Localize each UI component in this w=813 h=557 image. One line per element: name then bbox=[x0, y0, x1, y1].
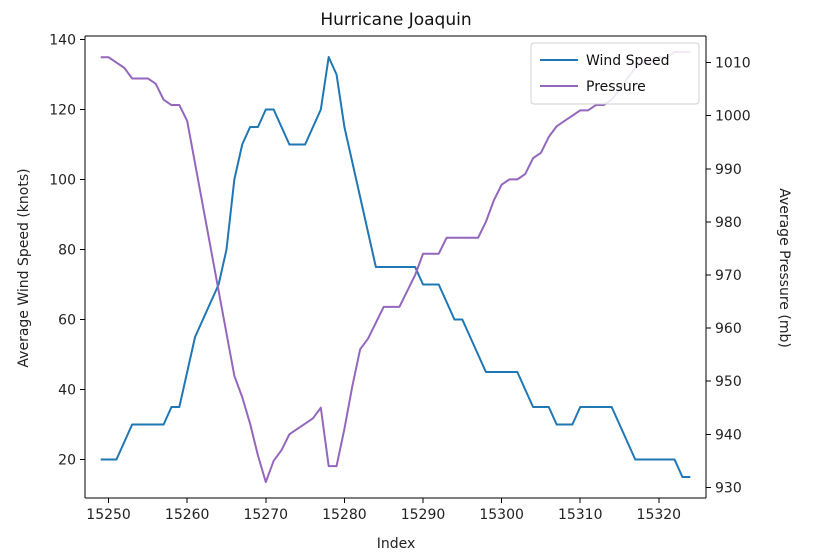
left-y-tick-label: 80 bbox=[58, 243, 76, 259]
right-y-tick-label: 940 bbox=[715, 427, 742, 443]
left-y-tick-label: 40 bbox=[58, 383, 76, 399]
x-tick-label: 15280 bbox=[322, 507, 367, 523]
left-y-tick-label: 20 bbox=[58, 453, 76, 469]
x-axis-title: Index bbox=[377, 536, 416, 552]
right-y-tick-label: 930 bbox=[715, 480, 742, 496]
plot-content bbox=[100, 50, 691, 484]
x-tick-label: 15260 bbox=[165, 507, 210, 523]
legend-box bbox=[530, 42, 700, 105]
series-line-wind-speed bbox=[100, 56, 691, 478]
right-y-tick-label: 950 bbox=[715, 374, 742, 390]
right-y-tick-label: 1000 bbox=[715, 109, 751, 125]
axes-layer: 15250 15260 15270 15280 15290 15300 15310 15320… bbox=[49, 33, 750, 524]
x-tick-label: 15290 bbox=[401, 507, 446, 523]
x-tick-label: 15270 bbox=[244, 507, 289, 523]
right-y-axis-title: Average Pressure (mb) bbox=[776, 188, 792, 348]
x-tick-label: 15300 bbox=[479, 507, 524, 523]
x-tick-label: 15320 bbox=[637, 507, 682, 523]
left-y-tick-label: 120 bbox=[49, 103, 76, 119]
x-tick-label: 15250 bbox=[86, 507, 131, 523]
chart-title: Hurricane Joaquin bbox=[320, 10, 471, 30]
legend-label-wind-speed: Wind Speed bbox=[586, 53, 670, 69]
right-y-tick-label: 980 bbox=[715, 215, 742, 231]
left-y-tick-label: 140 bbox=[49, 33, 76, 49]
right-y-tick-label: 1010 bbox=[715, 56, 751, 72]
left-y-axis-title: Average Wind Speed (knots) bbox=[16, 168, 32, 367]
x-tick-label: 15310 bbox=[558, 507, 603, 523]
left-y-tick-label: 60 bbox=[58, 313, 76, 329]
right-y-tick-label: 970 bbox=[715, 268, 742, 284]
series-line-pressure bbox=[100, 50, 691, 484]
right-y-tick-label: 960 bbox=[715, 321, 742, 337]
left-y-tick-label: 100 bbox=[49, 173, 76, 189]
right-y-tick-label: 990 bbox=[715, 162, 742, 178]
legend-label-pressure: Pressure bbox=[586, 79, 646, 95]
legend: Wind Speed Pressure bbox=[530, 42, 700, 105]
